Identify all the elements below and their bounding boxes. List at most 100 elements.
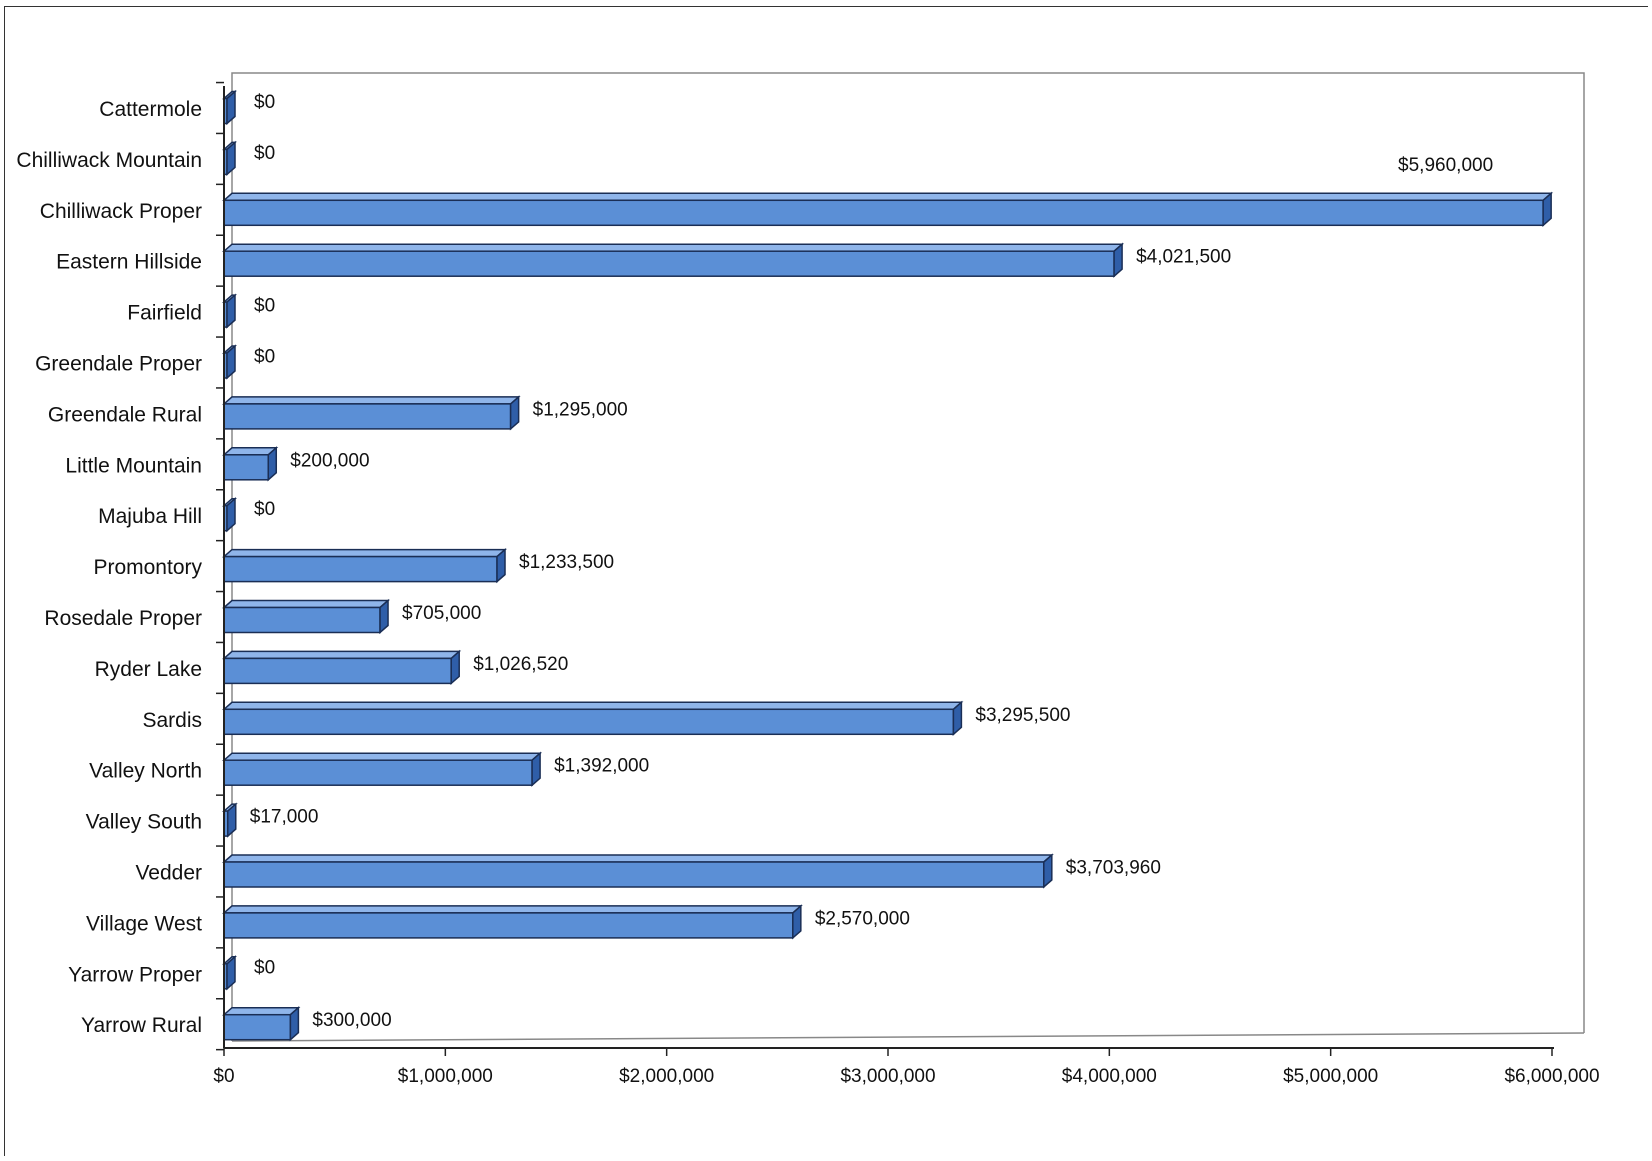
category-label: Village West bbox=[86, 912, 202, 935]
bar-front-face bbox=[223, 555, 498, 583]
bar-front-face bbox=[223, 454, 270, 481]
value-label: $705,000 bbox=[402, 603, 481, 624]
category-label: Greendale Rural bbox=[48, 403, 202, 426]
category-label: Chilliwack Proper bbox=[40, 200, 202, 223]
value-label: $4,021,500 bbox=[1136, 247, 1231, 268]
bar-top-face bbox=[222, 192, 1554, 202]
category-label: Greendale Proper bbox=[35, 353, 202, 376]
bar-top-face bbox=[222, 701, 964, 711]
bar-top-face bbox=[222, 396, 521, 405]
bar-side-face bbox=[226, 344, 236, 380]
bar-side-face bbox=[509, 395, 520, 431]
bar-front-face bbox=[223, 1013, 292, 1041]
bar bbox=[222, 446, 279, 482]
labels: Cattermole $0 Chilliwack Mountain $0 Chilliw… bbox=[16, 92, 1493, 1037]
value-label: $200,000 bbox=[290, 450, 369, 471]
bar bbox=[222, 344, 237, 380]
bar-front-face bbox=[223, 708, 955, 736]
bar-side-face bbox=[267, 446, 278, 482]
bar-top-face bbox=[222, 243, 1125, 252]
bar bbox=[222, 649, 462, 686]
bar-side-face bbox=[450, 649, 460, 686]
value-label: $1,392,000 bbox=[554, 756, 649, 777]
category-label: Little Mountain bbox=[65, 454, 202, 477]
category-label: Majuba Hill bbox=[98, 505, 202, 528]
bar-front-face bbox=[223, 199, 1544, 227]
category-label: Eastern Hillside bbox=[56, 251, 202, 274]
bar bbox=[222, 547, 508, 584]
bar bbox=[222, 904, 803, 940]
bar bbox=[222, 853, 1054, 889]
value-label: $3,703,960 bbox=[1066, 858, 1161, 879]
bar-front-face bbox=[223, 912, 794, 939]
bar bbox=[222, 140, 237, 177]
value-label: $0 bbox=[254, 499, 275, 520]
bar bbox=[222, 191, 1554, 227]
bar bbox=[222, 293, 237, 329]
category-label: Promontory bbox=[93, 556, 202, 579]
bar bbox=[222, 955, 237, 991]
value-label: $0 bbox=[254, 296, 275, 317]
category-label: Yarrow Rural bbox=[81, 1014, 202, 1037]
value-label: $2,570,000 bbox=[815, 908, 910, 929]
category-label: Rosedale Proper bbox=[44, 607, 202, 630]
bar-top-face bbox=[222, 752, 543, 761]
bar-side-face bbox=[379, 598, 389, 635]
category-label: Cattermole bbox=[99, 98, 202, 121]
value-label: $1,026,520 bbox=[473, 654, 568, 675]
value-label: $0 bbox=[254, 92, 275, 113]
category-label: Valley South bbox=[86, 811, 202, 834]
bar-side-face bbox=[227, 802, 237, 838]
bar bbox=[222, 395, 521, 431]
bar-side-face bbox=[496, 547, 506, 584]
x-tick-label: $4,000,000 bbox=[1062, 1066, 1157, 1087]
bar-front-face bbox=[223, 403, 512, 430]
bar-side-face bbox=[226, 140, 236, 177]
bar-front-face bbox=[223, 606, 381, 634]
value-label: $300,000 bbox=[312, 1010, 391, 1031]
x-tick-label: $0 bbox=[213, 1066, 234, 1087]
bar-side-face bbox=[1542, 191, 1552, 227]
category-label: Valley North bbox=[89, 760, 202, 783]
category-label: Vedder bbox=[135, 862, 202, 885]
plot-floor-edge bbox=[231, 1032, 1585, 1042]
value-label: $5,960,000 bbox=[1398, 155, 1493, 176]
value-label: $1,295,000 bbox=[533, 399, 628, 420]
bar-side-face bbox=[226, 89, 236, 126]
bar-front-face bbox=[223, 759, 533, 786]
x-tick-label: $6,000,000 bbox=[1504, 1066, 1599, 1087]
x-tick-label: $1,000,000 bbox=[398, 1066, 493, 1087]
x-tick-label: $3,000,000 bbox=[840, 1066, 935, 1087]
bar bbox=[222, 89, 237, 126]
bar-side-face bbox=[226, 497, 236, 533]
bar bbox=[222, 700, 964, 736]
value-label: $0 bbox=[254, 347, 275, 368]
bar-top-face bbox=[222, 650, 462, 660]
value-label: $3,295,500 bbox=[975, 705, 1070, 726]
bar-front-face bbox=[223, 657, 452, 685]
bar-front-face bbox=[223, 861, 1045, 888]
bar bbox=[222, 751, 543, 787]
bar-front-face bbox=[223, 250, 1115, 277]
x-tick-label: $5,000,000 bbox=[1283, 1066, 1378, 1087]
x-tick-label: $2,000,000 bbox=[619, 1066, 714, 1087]
category-label: Fairfield bbox=[127, 302, 202, 325]
category-label: Yarrow Proper bbox=[68, 963, 202, 986]
bar bbox=[222, 1006, 301, 1042]
bar-top-face bbox=[222, 599, 391, 609]
bar-side-face bbox=[1043, 853, 1053, 889]
category-label: Ryder Lake bbox=[95, 658, 202, 681]
bar-side-face bbox=[952, 700, 963, 736]
value-label: $0 bbox=[254, 957, 275, 978]
category-label: Chilliwack Mountain bbox=[16, 149, 202, 172]
value-label: $0 bbox=[254, 143, 275, 164]
bar-side-face bbox=[226, 955, 236, 991]
chart-frame bbox=[4, 6, 1648, 1156]
value-label: $1,233,500 bbox=[519, 552, 614, 573]
bar-top-face bbox=[222, 854, 1054, 863]
bar bbox=[222, 802, 238, 838]
bar bbox=[222, 242, 1125, 278]
bars bbox=[222, 89, 1554, 1042]
bar-side-face bbox=[792, 904, 802, 940]
